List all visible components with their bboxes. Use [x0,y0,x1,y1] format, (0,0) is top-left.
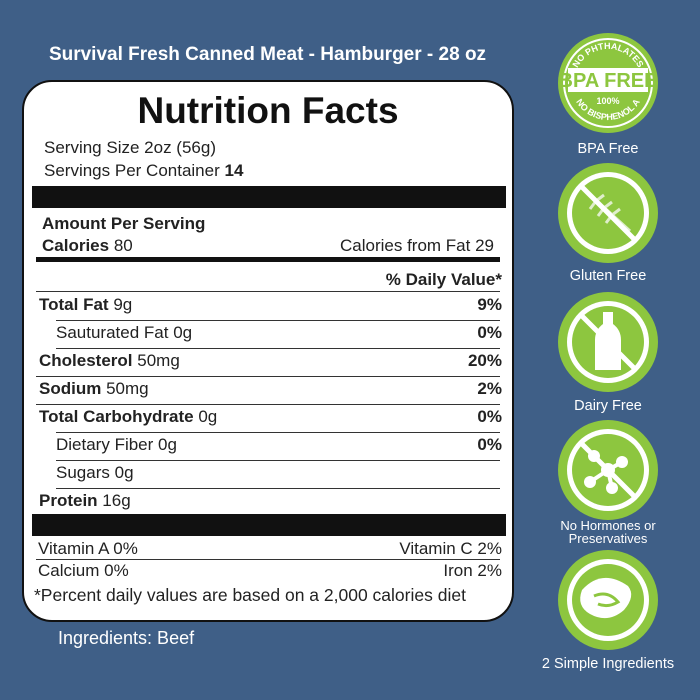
divider [56,460,500,461]
nutrient-amount: 0g [198,407,218,426]
nutrient-amount: 50mg [137,351,180,370]
servings-label: Servings Per Container [44,161,220,180]
daily-value: 2% [477,379,502,398]
amount-per-serving: Amount Per Serving [42,214,206,233]
divider [36,376,500,377]
daily-value: 0% [477,435,502,454]
divider [56,320,500,321]
badge-caption: Preservatives [569,531,648,546]
daily-value: 20% [467,351,502,370]
badge-caption: BPA Free [578,141,639,157]
divider [36,559,500,560]
molecule-atom [584,476,596,488]
divider [56,432,500,433]
badge-caption: 2 Simple Ingredients [542,656,674,672]
nutrient-name: Protein [39,491,98,510]
nutrient-amount: 9g [113,295,133,314]
nutrient-name: Sauturated Fat [56,323,169,342]
vitamin: Vitamin C 2% [399,539,502,558]
serving-size: Serving Size 2oz (56g) [44,138,216,157]
badge-slash [579,313,637,371]
nutrient-amount: 50mg [106,379,149,398]
divider-bar [32,186,506,208]
molecule-atom [606,482,618,494]
meat-icon [580,577,632,619]
meat-marbling [593,592,621,608]
nutrient-name: Sugars [56,463,110,482]
divider [56,348,500,349]
product-title: Survival Fresh Canned Meat - Hamburger -… [48,44,487,65]
seal-percent: 100% [596,96,619,106]
nutrient-row: Total Carbohydrate 0g [39,407,217,427]
nutrient-row: Sugars 0g [56,463,134,483]
calories-label: Calories [42,236,110,255]
calories-from-fat: Calories from Fat 29 [340,236,494,255]
servings: Servings Per Container 14 [44,161,243,181]
nutrient-row: Sodium 50mg [39,379,149,399]
badge-caption: Dairy Free [574,398,642,414]
divider [56,488,500,489]
nutrient-row: Sauturated Fat 0g [56,323,192,343]
divider-thick [36,257,500,262]
badge-slash [579,184,637,242]
nutrition-label: Nutrition Facts Serving Size 2oz (56g) S… [22,80,514,622]
seal-center: BPA FREE [559,70,658,92]
divider [36,291,500,292]
badge-caption: No Hormones or [560,518,656,533]
calories-value: 80 [113,236,133,255]
nutrient-row: Cholesterol 50mg [39,351,180,371]
divider-bar [32,514,506,536]
label-title: Nutrition Facts [137,90,399,131]
vitamin: Iron 2% [443,561,502,580]
nutrient-row: Dietary Fiber 0g [56,435,177,455]
seal-band [568,68,648,92]
nutrient-row: Total Fat 9g [39,295,132,315]
nutrient-name: Cholesterol [39,351,133,370]
nutrient-amount: 0g [158,435,177,454]
ingredients: Ingredients: Beef [58,628,195,648]
badge-slash [579,441,637,499]
vitamin: Calcium 0% [38,561,129,580]
vitamin: Vitamin A 0% [38,539,138,558]
footnote: *Percent daily values are based on a 2,0… [34,585,466,605]
badge-caption: Gluten Free [570,268,647,284]
nutrient-amount: 0g [114,463,134,482]
daily-value-header: % Daily Value* [385,270,502,289]
nutrient-name: Sodium [39,379,102,398]
nutrient-name: Dietary Fiber [56,435,154,454]
molecule-atom [616,456,628,468]
daily-value: 0% [477,323,502,342]
nutrient-amount: 16g [102,491,131,510]
servings-value: 14 [224,161,244,180]
nutrient-amount: 0g [173,323,193,342]
daily-value: 9% [477,295,502,314]
seal-ring [563,38,653,128]
daily-value: 0% [477,407,502,426]
divider [36,404,500,405]
nutrient-name: Total Carbohydrate [39,407,194,426]
nutrient-name: Total Fat [39,295,109,314]
calories: Calories 80 [42,236,133,256]
nutrient-row: Protein 16g [39,491,131,511]
